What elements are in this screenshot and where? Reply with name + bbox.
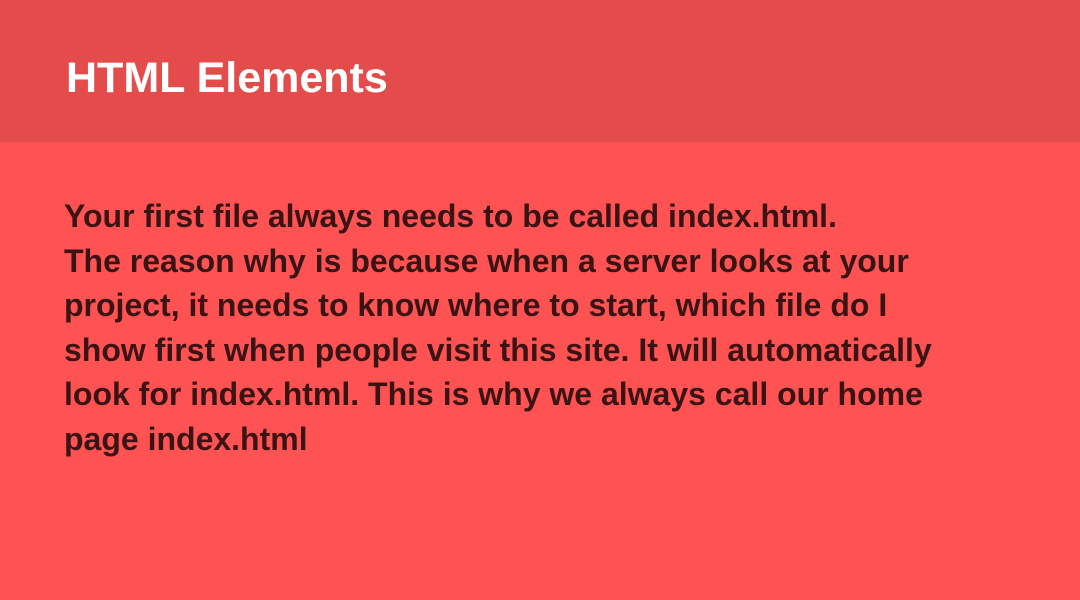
slide-body-text: Your first file always needs to be calle… (64, 194, 1024, 461)
body-line: look for index.html. This is why we alwa… (64, 376, 923, 412)
body-line: project, it needs to know where to start… (64, 287, 888, 323)
body-line: show first when people visit this site. … (64, 331, 932, 368)
body-line: page index.html (64, 420, 308, 457)
body-line: The reason why is because when a server … (64, 242, 909, 279)
body-line: Your first file always needs to be calle… (64, 198, 837, 234)
slide-title: HTML Elements (66, 54, 388, 102)
title-bar: HTML Elements (0, 0, 1080, 142)
